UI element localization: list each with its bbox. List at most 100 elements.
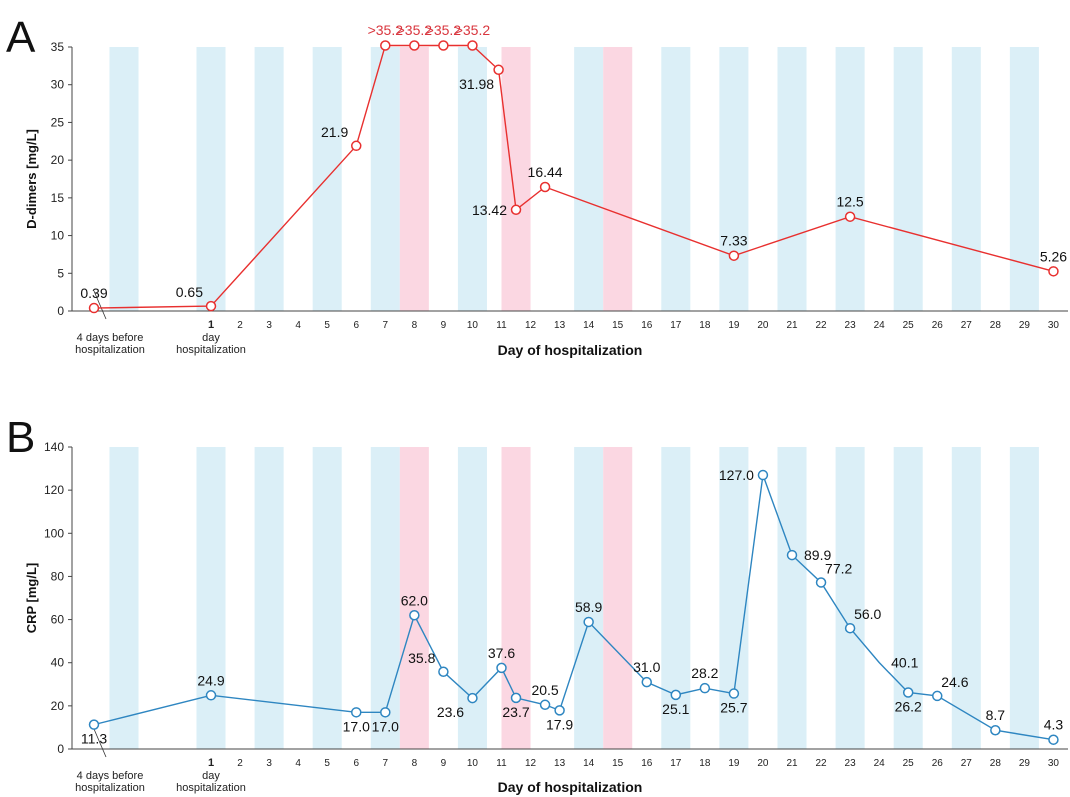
x-axis-title: Day of hospitalization [498, 342, 643, 358]
data-label: 20.5 [531, 682, 558, 698]
pre-hospitalization-caption: 4 days before hospitalization [75, 332, 145, 356]
y-tick-label: 100 [44, 526, 64, 540]
x-tick-label: 22 [815, 758, 827, 769]
x-tick-label: 30 [1048, 320, 1060, 331]
x-tick-label: 7 [383, 320, 389, 331]
highlight-band [603, 447, 633, 749]
y-tick-label: 20 [51, 153, 65, 167]
data-point [467, 692, 478, 704]
highlight-band [501, 47, 531, 311]
x-tick-label: 16 [641, 758, 653, 769]
x-tick-label: 15 [612, 320, 624, 331]
x-tick-label: 12 [525, 758, 537, 769]
data-label: 16.44 [528, 164, 563, 180]
data-label: 25.1 [662, 701, 689, 717]
x-tick-label: 25 [903, 758, 915, 769]
day1-caption-line: day [202, 770, 220, 782]
x-tick-label: 14 [583, 320, 595, 331]
background-band [254, 47, 284, 311]
background-band [574, 47, 604, 311]
x-tick-label: 8 [412, 758, 418, 769]
data-label: 37.6 [488, 645, 515, 661]
data-label: 28.2 [691, 665, 718, 681]
x-tick-label: 3 [266, 758, 272, 769]
x-tick-label: 9 [441, 320, 447, 331]
data-label: 89.9 [804, 547, 831, 563]
x-tick-label: 28 [990, 758, 1002, 769]
data-point [670, 689, 682, 701]
x-tick-label: 11 [496, 758, 507, 769]
data-point [902, 687, 914, 698]
x-tick-label: 12 [525, 320, 537, 331]
data-label: 11.3 [81, 731, 107, 747]
x-tick-label: 13 [554, 320, 566, 331]
background-band [1009, 47, 1039, 311]
day1-caption: day hospitalization [176, 332, 246, 356]
data-label: >35.2 [455, 22, 491, 38]
x-tick-label: 24 [874, 320, 886, 331]
x-tick-label: 17 [670, 758, 682, 769]
highlight-band [399, 447, 429, 749]
y-tick-label: 140 [44, 440, 64, 454]
data-point [699, 682, 711, 694]
data-label: 7.33 [720, 233, 747, 249]
x-tick-label: 7 [383, 758, 389, 769]
data-point [844, 622, 856, 634]
y-tick-label: 0 [57, 304, 64, 318]
data-label: 62.0 [401, 592, 428, 608]
data-point [351, 140, 362, 152]
x-tick-label: 2 [237, 758, 243, 769]
y-axis-title: D-dimers [mg/L] [24, 129, 39, 229]
data-label: >35.2 [426, 22, 462, 38]
pre-leader-line [93, 728, 107, 758]
data-label: 31.0 [633, 659, 660, 675]
data-label: 5.26 [1040, 248, 1067, 264]
data-point [539, 181, 551, 193]
background-band [951, 447, 981, 749]
x-tick-label: 2 [237, 320, 243, 331]
x-tick-label: 27 [961, 320, 973, 331]
data-point [409, 610, 420, 621]
day1-caption-line: day [202, 332, 220, 344]
x-tick-label: 21 [786, 758, 798, 769]
day1-caption-line: hospitalization [176, 344, 246, 356]
data-point [728, 250, 740, 261]
data-label: 0.65 [176, 284, 203, 300]
x-tick-label: 28 [990, 320, 1002, 331]
background-band [370, 47, 400, 311]
x-tick-label: 30 [1048, 758, 1060, 769]
x-tick-label: 6 [353, 758, 359, 769]
data-label: 17.0 [343, 718, 370, 734]
panel-letter: B [6, 413, 35, 462]
x-tick-label: 25 [903, 320, 915, 331]
y-tick-label: 0 [57, 742, 64, 756]
x-tick-label: 8 [412, 320, 418, 331]
x-tick-label: 29 [1019, 758, 1031, 769]
x-tick-label: 11 [496, 320, 507, 331]
background-band [109, 47, 139, 311]
pre-caption-line: hospitalization [75, 344, 145, 356]
y-tick-label: 20 [51, 699, 65, 713]
y-tick-label: 60 [51, 613, 65, 627]
data-point [380, 40, 391, 51]
background-band [777, 47, 807, 311]
data-label: 4.3 [1044, 717, 1064, 733]
data-point [88, 302, 100, 314]
data-point [438, 40, 449, 51]
data-label: 23.7 [502, 704, 529, 720]
x-tick-label: 1 [208, 757, 214, 769]
x-tick-label: 6 [353, 320, 359, 331]
x-tick-label: 19 [728, 320, 740, 331]
y-tick-label: 5 [57, 266, 64, 280]
x-tick-label: 16 [641, 320, 653, 331]
background-band [951, 47, 981, 311]
pre-caption-line: 4 days before [77, 332, 144, 344]
data-point [438, 666, 449, 678]
data-point [728, 688, 740, 699]
data-point [554, 705, 565, 716]
x-tick-label: 5 [324, 320, 330, 331]
background-band [777, 447, 807, 749]
x-tick-label: 23 [845, 320, 857, 331]
